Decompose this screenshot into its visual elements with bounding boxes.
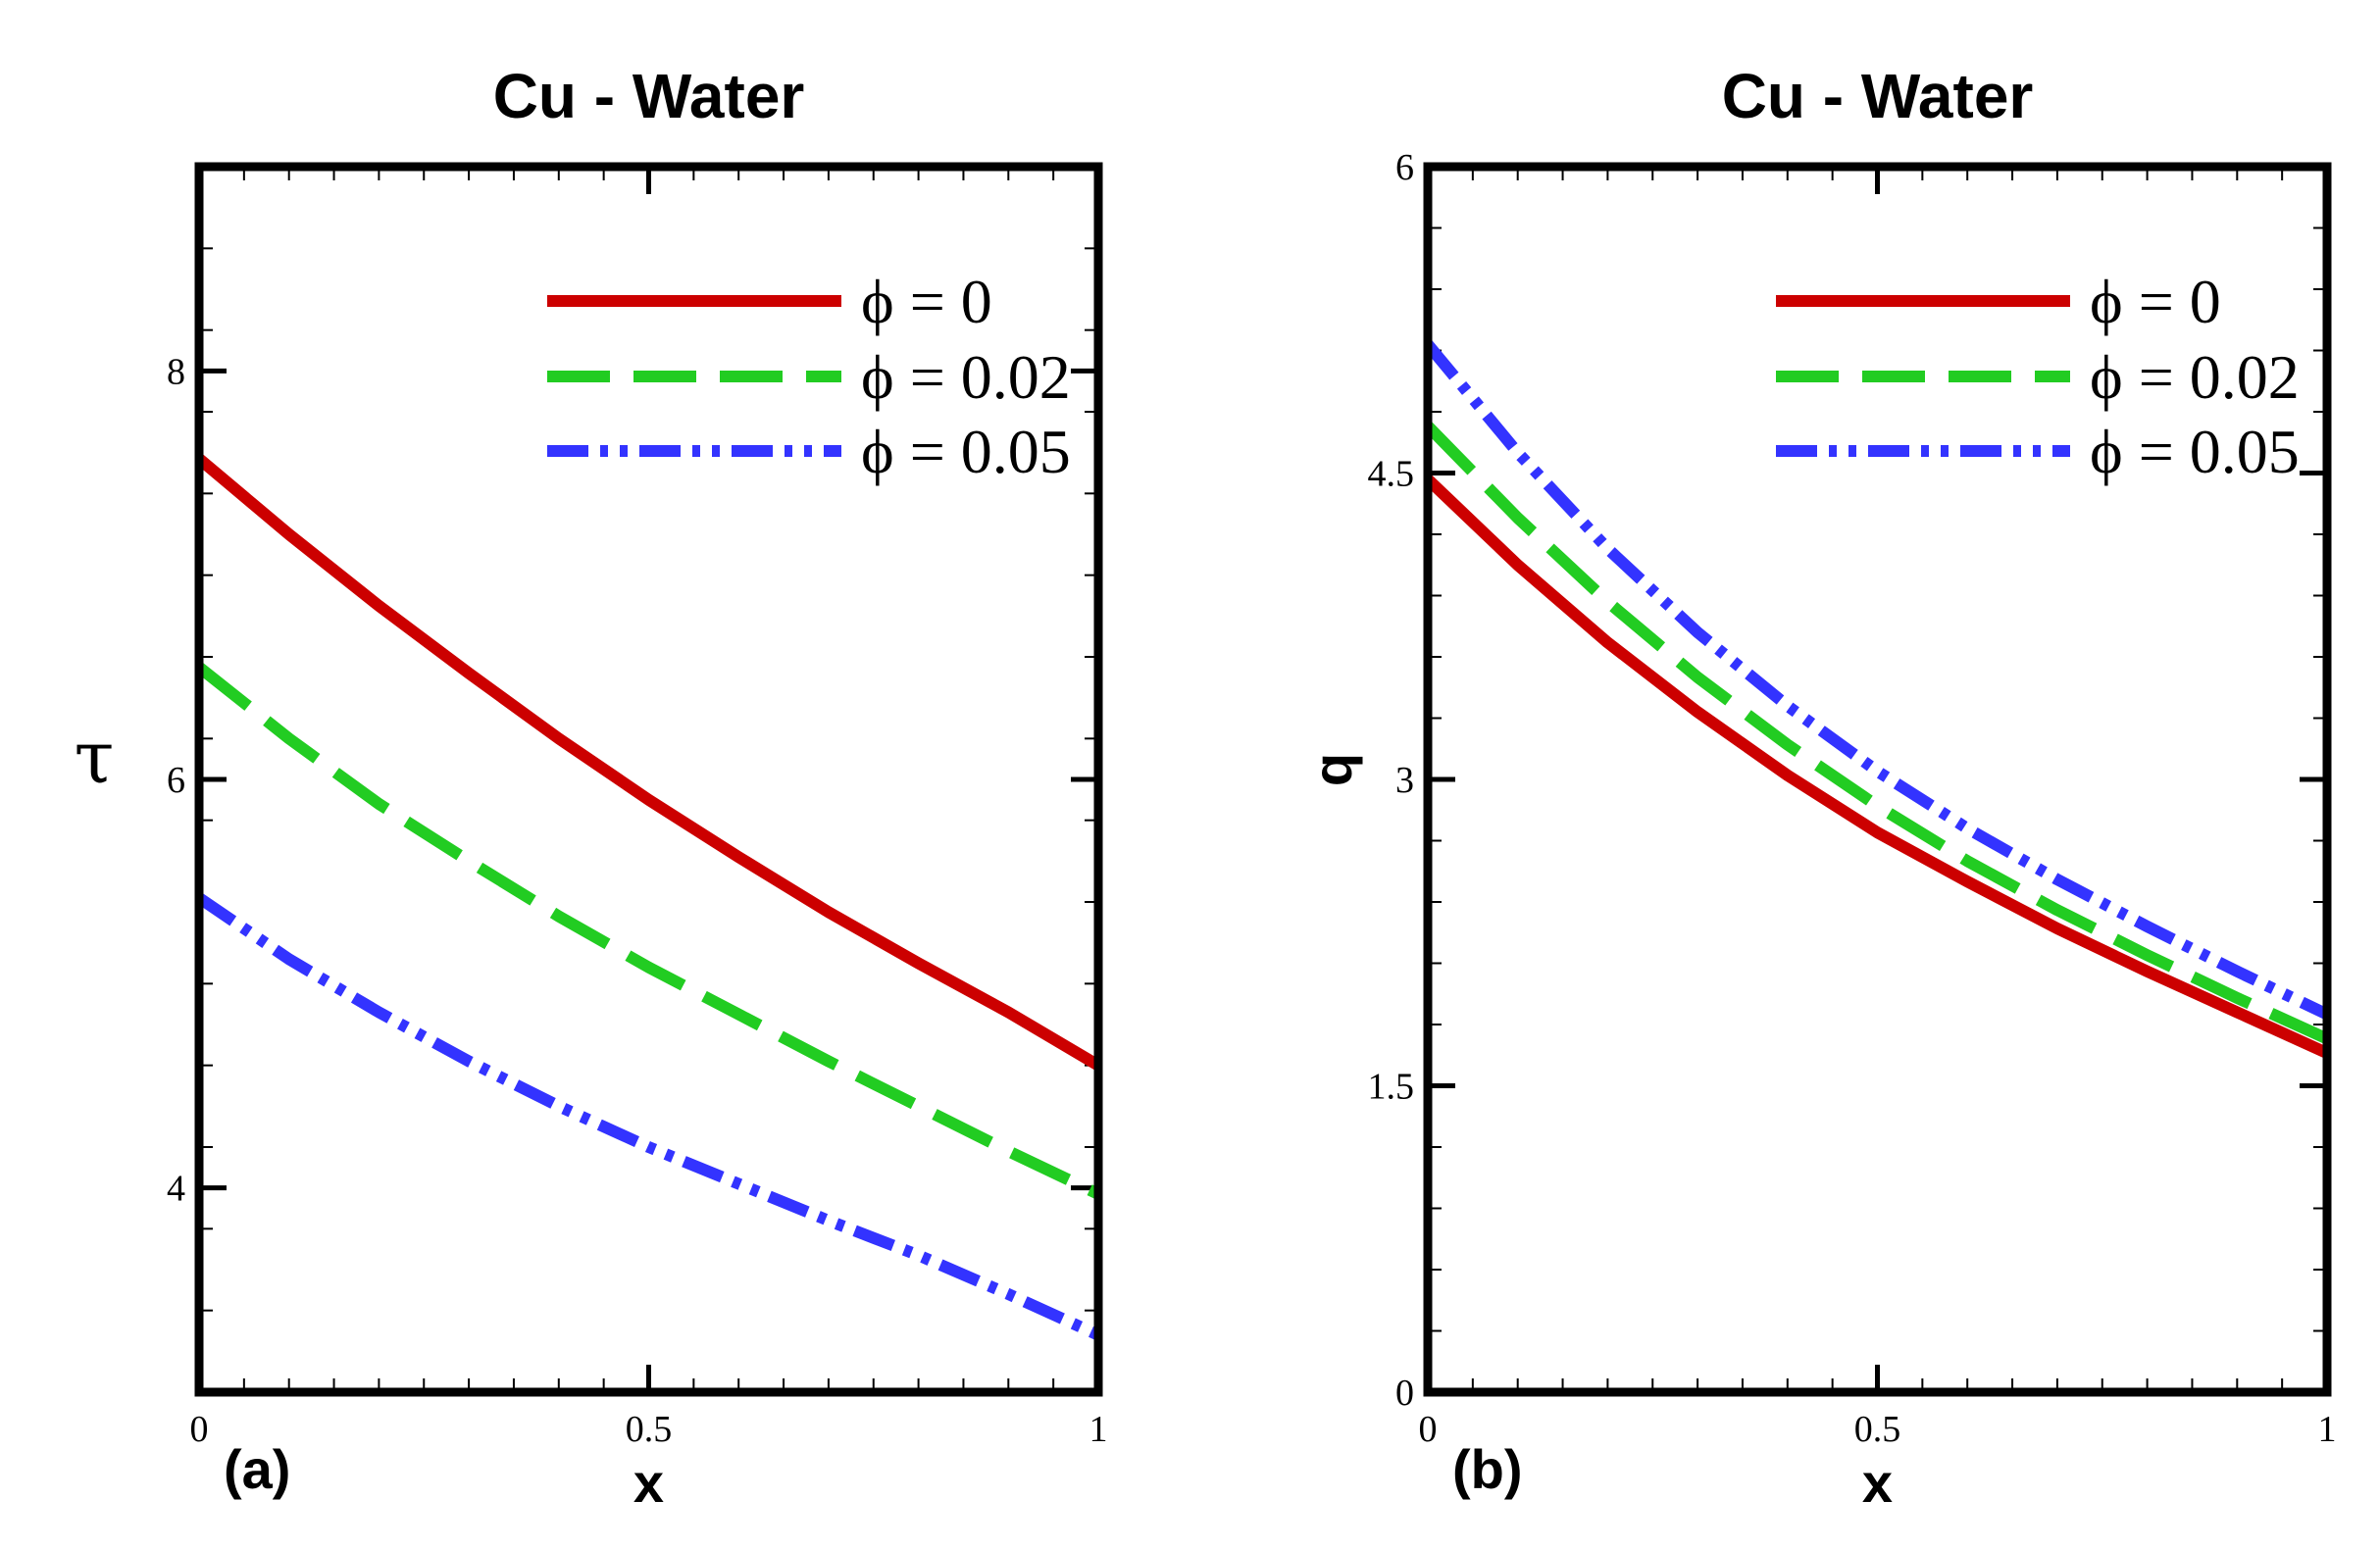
chart-title: Cu - Water (493, 61, 805, 131)
series-line-2 (199, 662, 1098, 1200)
series-line-3 (199, 892, 1098, 1341)
series-line-1 (1428, 475, 2327, 1059)
x-tick-label: 0.5 (626, 1409, 673, 1450)
plot-frame (1423, 162, 2332, 1397)
legend-label-2: ϕ = 0.02 (2090, 342, 2300, 412)
y-tick-label: 3 (1395, 760, 1414, 801)
x-tick-label: 1 (2318, 1409, 2337, 1450)
chart-title: Cu - Water (1722, 61, 2034, 131)
legend-label-3: ϕ = 0.05 (2090, 417, 2300, 486)
panel-b: Cu - Water 0 0.5 1 0 1.5 3 4.5 6 ϕ = 0ϕ = 0.02ϕ =… (1301, 61, 2337, 1514)
y-tick-label: 4.5 (1368, 454, 1415, 495)
series-group (199, 454, 1098, 1341)
panel-label: (b) (1452, 1438, 1523, 1500)
legend-label-1: ϕ = 0 (861, 267, 992, 336)
x-tick-label: 1 (1089, 1409, 1108, 1450)
series-line-2 (1428, 422, 2327, 1045)
x-axis-title: x (633, 1452, 664, 1514)
series-line-1 (199, 454, 1098, 1071)
y-tick-label: 1.5 (1368, 1067, 1415, 1108)
x-tick-label: 0.5 (1854, 1409, 1901, 1450)
legend-label-3: ϕ = 0.05 (861, 417, 1071, 486)
y-axis-title: q (1301, 753, 1363, 786)
y-axis-title: τ (75, 716, 115, 800)
y-tick-label: 8 (167, 351, 185, 392)
plot-frame (194, 162, 1103, 1397)
panel-label: (a) (224, 1438, 290, 1500)
y-tick-label: 6 (167, 760, 185, 801)
x-axis-title: x (1862, 1452, 1893, 1514)
y-tick-label: 0 (1395, 1373, 1414, 1414)
y-tick-label: 6 (1395, 147, 1414, 188)
y-tick-label: 4 (167, 1169, 185, 1210)
panel-a: Cu - Water 0 0.5 1 4 6 8 ϕ = 0ϕ = 0.02ϕ = 0.05 x… (75, 61, 1108, 1514)
series-group (1428, 340, 2327, 1059)
legend-label-2: ϕ = 0.02 (861, 342, 1071, 412)
x-tick-label: 0 (1419, 1409, 1438, 1450)
legend-label-1: ϕ = 0 (2090, 267, 2221, 336)
x-tick-label: 0 (190, 1409, 209, 1450)
